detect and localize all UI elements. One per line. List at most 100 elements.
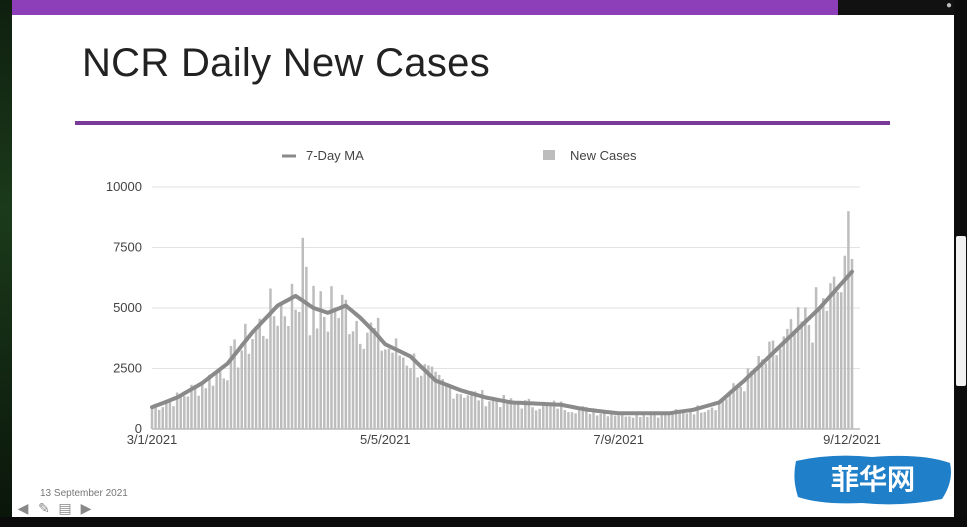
new-cases-bar [757, 355, 760, 429]
new-cases-bar [262, 335, 265, 429]
back-arrow-icon[interactable]: ◀ [17, 500, 29, 516]
new-cases-bar [825, 310, 829, 429]
new-cases-bar [466, 395, 470, 429]
new-cases-bar [721, 401, 725, 429]
new-cases-bar [545, 402, 549, 429]
new-cases-bar [283, 316, 287, 429]
new-cases-bar [660, 411, 663, 429]
new-cases-bar [362, 348, 366, 429]
new-cases-bar [412, 353, 416, 429]
new-cases-bar [319, 291, 322, 429]
new-cases-bar [588, 413, 592, 429]
menu-icon[interactable]: ▤ [58, 500, 72, 516]
new-cases-bar [168, 401, 172, 429]
new-cases-bar [272, 316, 276, 429]
new-cases-bar [678, 410, 681, 429]
x-tick-label: 5/5/2021 [360, 432, 411, 447]
new-cases-bar [542, 402, 545, 429]
new-cases-bar [764, 363, 768, 429]
new-cases-bar [746, 368, 750, 429]
chart-gridlines [152, 186, 860, 430]
new-cases-bar [344, 299, 348, 429]
new-cases-bar [208, 374, 211, 429]
forward-arrow-icon[interactable]: ▶ [80, 500, 92, 516]
new-cases-bar [211, 385, 215, 429]
new-cases-bar [398, 355, 401, 429]
new-cases-bar [574, 413, 577, 429]
new-cases-bar [549, 403, 552, 429]
new-cases-bar [481, 390, 484, 429]
new-cases-bar [470, 391, 473, 429]
new-cases-bar [341, 294, 344, 429]
new-cases-bar [154, 405, 157, 429]
new-cases-bar [323, 316, 326, 429]
new-cases-bar [473, 391, 477, 429]
left-edge-background [0, 0, 12, 527]
new-cases-bar [739, 386, 742, 429]
new-cases-bar [351, 331, 355, 429]
new-cases-bar [445, 382, 448, 429]
accent-bar [12, 0, 838, 15]
new-cases-bar [477, 400, 480, 429]
new-cases-bar [624, 416, 628, 429]
new-cases-bar [215, 371, 218, 429]
new-cases-bar [811, 342, 814, 429]
new-cases-bar [847, 211, 850, 429]
new-cases-bar [509, 398, 513, 429]
new-cases-bar [358, 343, 362, 429]
new-cases-bar [373, 327, 376, 429]
new-cases-bar [534, 410, 538, 429]
side-panel-handle[interactable] [956, 236, 966, 386]
legend-cases-label: New Cases [570, 148, 637, 163]
new-cases-bar [527, 398, 531, 429]
new-cases-bar [689, 412, 692, 429]
new-cases-bar [463, 397, 466, 429]
new-cases-bar [649, 413, 653, 429]
new-cases-bar [197, 395, 200, 429]
new-cases-bar [204, 388, 208, 429]
new-cases-bar [294, 309, 297, 429]
new-cases-bar [768, 341, 771, 429]
new-cases-bar [222, 378, 226, 429]
new-cases-bar [585, 406, 588, 429]
new-cases-bar [775, 355, 778, 429]
new-cases-bar [685, 413, 689, 429]
new-cases-bar [218, 371, 222, 429]
new-cases-bar [226, 380, 229, 429]
new-cases-bar [617, 415, 620, 429]
new-cases-bar [190, 384, 193, 429]
right-edge-background [954, 0, 967, 527]
title-divider [75, 121, 890, 125]
y-axis-labels: 0 2500 5000 7500 10000 [106, 179, 142, 436]
new-cases-bar [703, 412, 707, 429]
new-cases-bar [427, 365, 430, 429]
x-tick-label: 7/9/2021 [593, 432, 644, 447]
new-cases-bar [229, 345, 233, 429]
pen-icon[interactable]: ✎ [38, 500, 50, 516]
new-cases-bar [796, 307, 800, 429]
new-cases-bar [240, 350, 243, 429]
slide: NCR Daily New Cases 0 2500 5000 7500 10000 3… [12, 15, 954, 517]
legend-cases-swatch [543, 150, 555, 160]
x-tick-label: 3/1/2021 [127, 432, 178, 447]
new-cases-bar [333, 307, 337, 429]
new-cases-bar [276, 325, 279, 429]
new-cases-bar [452, 398, 455, 429]
new-cases-bar [556, 408, 559, 429]
new-cases-bar [165, 403, 168, 429]
y-tick-label: 2500 [113, 361, 142, 376]
cases-chart: 0 2500 5000 7500 10000 3/1/2021 5/5/2021 7/9/2… [106, 148, 881, 447]
new-cases-bar [735, 387, 739, 429]
new-cases-bar [491, 398, 495, 429]
new-cases-bar [391, 352, 394, 429]
new-cases-bar [750, 370, 753, 429]
slide-navigation: ◀ ✎ ▤ ▶ [14, 500, 95, 516]
new-cases-bar [581, 406, 585, 429]
new-cases-bar [646, 416, 649, 429]
new-cases-bar [836, 291, 839, 429]
new-cases-bar [832, 276, 836, 429]
new-cases-bar [520, 408, 523, 429]
new-cases-bar [667, 411, 671, 429]
y-tick-label: 7500 [113, 240, 142, 255]
new-cases-bar [732, 383, 735, 429]
